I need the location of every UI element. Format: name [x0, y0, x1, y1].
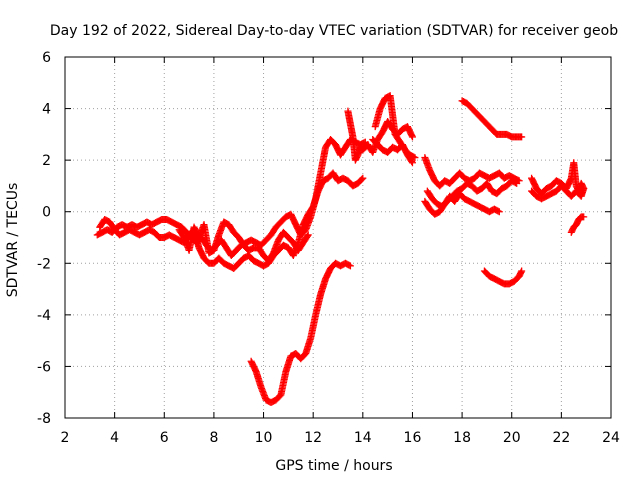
data-point: [513, 179, 521, 187]
data-point: [495, 208, 503, 216]
y-tick-label: -4: [37, 308, 51, 324]
data-point: [518, 267, 526, 275]
data-point: [359, 174, 367, 182]
data-point: [580, 185, 588, 193]
y-tick-label: -6: [37, 359, 51, 375]
data-points: [93, 92, 588, 407]
x-tick-label: 6: [160, 430, 169, 446]
grid-lines: [65, 57, 611, 418]
data-point: [346, 262, 354, 270]
x-tick-label: 24: [602, 430, 620, 446]
y-tick-label: 0: [42, 205, 51, 221]
x-tick-label: 18: [453, 430, 471, 446]
data-point: [408, 159, 416, 167]
x-tick-label: 20: [503, 430, 521, 446]
y-tick-label: 4: [42, 102, 51, 118]
y-tick-label: -8: [37, 411, 51, 427]
x-tick-label: 16: [404, 430, 422, 446]
data-point: [408, 157, 416, 165]
plot-frame: [64, 56, 612, 419]
data-point: [303, 232, 311, 240]
data-point: [580, 213, 588, 221]
x-tick-label: 22: [552, 430, 570, 446]
y-axis-label: SDTVAR / TECUs: [5, 183, 21, 298]
x-tick-label: 12: [304, 430, 322, 446]
x-tick-label: 4: [110, 430, 119, 446]
data-point: [358, 175, 366, 183]
x-axis-label: GPS time / hours: [275, 458, 392, 474]
y-tick-label: -2: [37, 256, 51, 272]
data-point: [304, 231, 312, 239]
x-tick-label: 10: [255, 430, 273, 446]
x-tick-label: 8: [209, 430, 218, 446]
y-tick-label: 6: [42, 50, 51, 66]
data-point: [518, 133, 526, 141]
y-tick-label: 2: [42, 153, 51, 169]
data-point: [408, 133, 416, 141]
x-tick-label: 14: [354, 430, 372, 446]
x-tick-label: 2: [61, 430, 70, 446]
chart-title: Day 192 of 2022, Sidereal Day-to-day VTE…: [50, 23, 618, 39]
